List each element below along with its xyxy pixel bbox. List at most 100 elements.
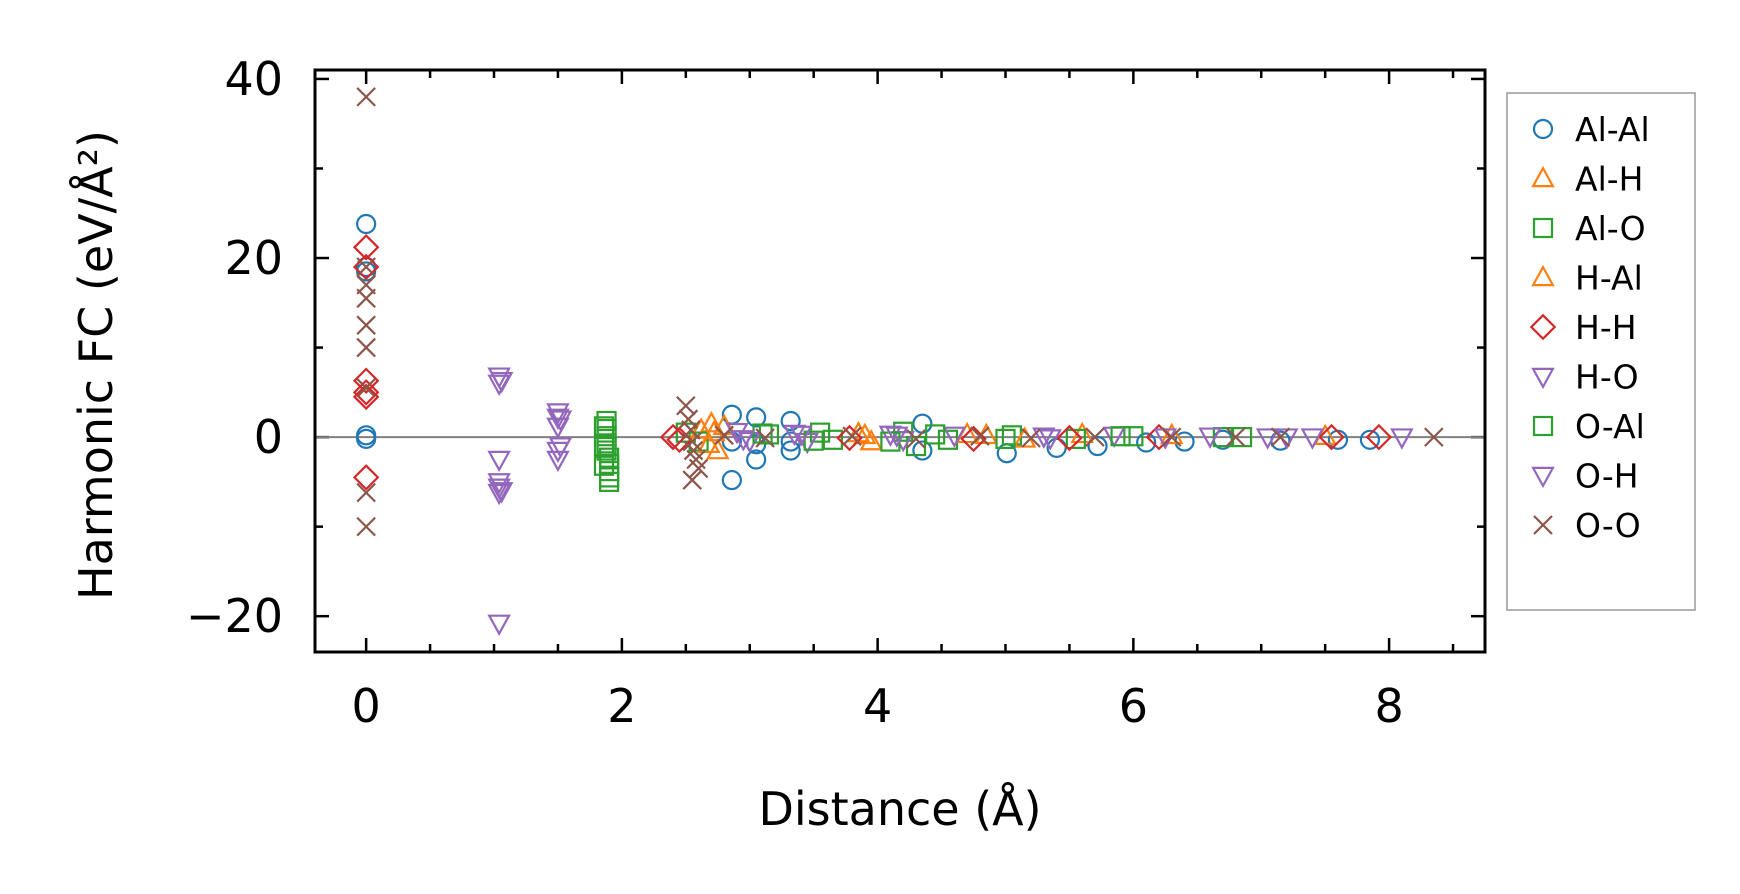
point-al-al [780,440,801,461]
legend-marker-h-al [1531,264,1555,287]
x-axis-label: Distance (Å) [758,782,1041,836]
series-o-o [356,87,1444,537]
point-o-o [1424,427,1444,447]
point-h-o [546,403,570,425]
point-o-o-stroke [356,378,376,398]
point-o-h [885,426,909,448]
point-o-al [995,428,1016,449]
point-h-h [352,379,380,406]
point-o-o-stroke [356,275,376,295]
x-tick-label: 6 [1119,679,1148,733]
legend-item-o-al: O-Al [1532,407,1645,446]
point-h-al [697,431,721,454]
point-al-al [912,440,933,461]
legend-marker-al-h [1531,165,1555,188]
point-al-o [1212,427,1233,448]
point-o-o [356,378,376,398]
point-h-o [1300,428,1325,450]
point-o-o-stroke [1270,427,1291,447]
point-o-h [548,410,573,432]
point-h-h [836,424,863,452]
point-al-al [356,261,377,282]
point-o-o-stroke [356,257,376,277]
point-o-o [356,337,376,358]
point-o-o [906,429,926,449]
x-tick-label: 2 [607,679,636,733]
point-al-al [780,410,801,432]
point-h-h [1056,424,1083,452]
point-o-o [1225,427,1246,447]
point-h-h [352,464,380,491]
point-al-o [596,440,617,461]
point-h-o [487,614,511,636]
y-tick-label: 0 [254,410,283,464]
legend-label: H-O [1575,358,1639,397]
point-al-o [905,435,927,457]
point-o-o [682,470,702,490]
x-tick-label: 0 [352,679,381,733]
point-o-h [789,425,813,448]
point-o-o-stroke [1424,427,1444,447]
point-al-al [746,407,767,428]
x-tick-label: 8 [1374,679,1403,733]
point-o-o [714,425,734,446]
point-o-o [1085,427,1105,447]
point-o-h [489,482,514,504]
legend-label: O-Al [1575,407,1645,446]
point-o-o [356,87,376,107]
point-o-al [752,423,773,444]
point-h-h [352,383,380,411]
legend-label: O-O [1575,506,1641,545]
legend-item-h-h: H-H [1529,308,1637,347]
point-o-o [1161,427,1182,447]
y-tick-label: −20 [186,589,283,643]
point-o-al [925,424,946,445]
point-al-al [356,213,377,235]
point-al-al [1359,429,1381,450]
legend-marker-al-al [1532,118,1554,140]
point-o-o-stroke [906,429,926,449]
point-o-o-stroke [682,431,702,452]
legend-marker-o-o-stroke [1533,515,1553,535]
point-o-o-stroke [356,337,376,358]
point-o-o [682,431,702,452]
point-o-o-stroke [1225,427,1246,447]
point-o-o-stroke [356,315,376,335]
point-o-o-stroke [1085,427,1105,447]
point-h-o [1032,427,1056,449]
point-o-o [688,458,709,479]
point-h-o [1390,428,1414,450]
legend-marker-al-o [1532,217,1554,239]
y-axis-label: Harmonic FC (eV/Å²) [69,130,123,600]
point-o-o-stroke [356,482,376,503]
legend-item-o-o: O-O [1533,506,1641,545]
point-o-o [1270,427,1291,447]
x-tick-label: 4 [863,679,892,733]
legend-item-h-al: H-Al [1531,259,1643,298]
point-o-o [356,315,376,335]
legend-label: Al-H [1575,160,1643,199]
legend-item-al-al: Al-Al [1532,110,1650,149]
point-h-o [487,450,511,473]
tick-labels-layer: 0 2 4 6 8 −20 0 20 40 [186,52,1404,733]
y-tick-label: 20 [224,231,283,285]
point-h-h [352,367,380,394]
point-al-h [699,411,724,433]
point-o-al [1110,426,1131,447]
point-h-h [352,253,380,281]
point-al-o [1065,428,1086,449]
point-o-al [593,416,615,437]
point-al-o [1123,426,1144,447]
legend: Al-Al Al-H Al-O H-Al H-H H-O O-Al O-H O-O [1506,92,1696,611]
legend-marker-o-al [1532,415,1554,437]
point-o-h [731,430,756,452]
point-al-h [706,437,730,460]
point-h-h [1318,423,1345,451]
point-o-h [1038,429,1063,451]
point-o-o-stroke [842,426,862,446]
legend-item-al-o: Al-O [1532,209,1646,248]
point-al-al [1087,435,1108,457]
point-o-o-stroke [681,420,701,440]
